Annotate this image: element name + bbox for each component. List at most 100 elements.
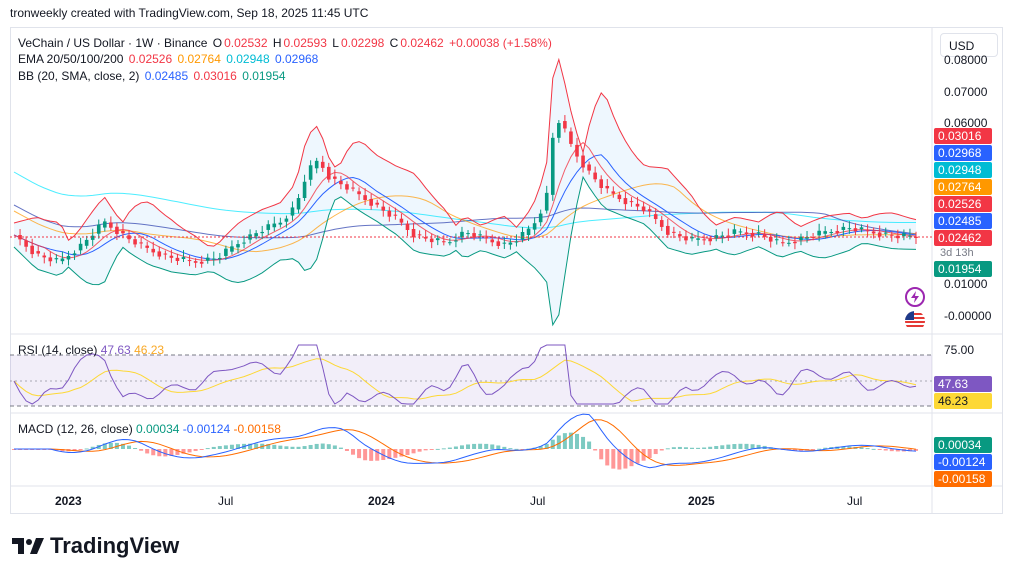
candle-body (835, 231, 840, 233)
ema20-value: 0.02526 (128, 52, 173, 66)
candle-body (708, 238, 712, 242)
candle-body (423, 237, 428, 239)
candle-body (774, 239, 779, 241)
candle-body (302, 181, 307, 199)
macd-hist-bar (702, 447, 707, 449)
lightning-icon[interactable] (905, 287, 925, 307)
ema-legend[interactable]: EMA 20/50/100/200 0.02526 0.02764 0.0294… (18, 52, 320, 66)
macd-hist-bar (914, 449, 918, 451)
tradingview-logo: TradingView (12, 533, 179, 559)
macd-hist-bar (217, 446, 222, 449)
candle-body (472, 233, 476, 238)
rsi-level-label: 75.00 (944, 343, 975, 357)
macd-hist-bar (151, 449, 156, 456)
price-tag-ema200: 0.02968 (934, 145, 992, 161)
macd-hist-bar (617, 449, 622, 470)
macd-hist-bar (520, 449, 525, 450)
candle-body (133, 239, 137, 245)
macd-hist-bar (581, 436, 586, 449)
candle-body (333, 176, 337, 179)
currency-button[interactable]: USD (940, 33, 998, 57)
candle-body (236, 244, 240, 248)
macd-hist-bar (726, 444, 731, 449)
time-axis-label: 2025 (688, 494, 715, 508)
macd-hist-bar (405, 449, 410, 455)
high-label: H (272, 36, 282, 50)
candle-body (363, 195, 367, 200)
macd-hist-bar (865, 448, 870, 450)
candle-body (684, 236, 688, 241)
candle-body (726, 235, 731, 237)
candle-body (762, 234, 767, 237)
candle-body (720, 235, 725, 238)
price-tag-ema100: 0.02948 (934, 162, 992, 178)
candle-body (617, 194, 622, 200)
macd-hist-bar (611, 449, 616, 469)
brand-name: TradingView (50, 533, 180, 558)
bb-lower-line (13, 175, 917, 327)
macd-hist-bar (235, 444, 240, 449)
candle-body (484, 237, 488, 239)
low-value: 0.02298 (340, 36, 385, 50)
candle-body (889, 234, 894, 236)
macd-hist-bar (859, 447, 864, 449)
candle-body (550, 137, 555, 195)
macd-hist-bar (84, 448, 89, 450)
candle-body (205, 257, 210, 261)
macd-hist-bar (387, 449, 392, 459)
candle-body (96, 224, 101, 234)
price-tag-bb-basis: 0.02485 (934, 213, 992, 229)
symbol-legend[interactable]: VeChain / US Dollar · 1W · Binance O 0.02… (18, 36, 554, 50)
macd-hist-bar (441, 448, 446, 450)
bb-legend-name: BB (20, SMA, close, 2) (18, 69, 140, 83)
candle-body (799, 236, 803, 241)
price-axis-label: 0.06000 (944, 116, 988, 130)
macd-hist-bar (187, 449, 192, 453)
price-axis-label: 0.07000 (944, 85, 988, 99)
macd-hist-bar (599, 449, 604, 460)
rsi-value: 47.63 (100, 343, 131, 357)
macd-hist-tag: 0.00034 (934, 437, 992, 453)
candle-body (429, 238, 434, 243)
macd-hist-bar (889, 449, 894, 452)
candle-body (90, 235, 95, 240)
candle-body (381, 206, 386, 211)
macd-hist-bar (417, 449, 422, 452)
candle-body (787, 242, 791, 244)
chart-frame[interactable] (10, 27, 1003, 514)
macd-legend[interactable]: MACD (12, 26, close) 0.00034 -0.00124 -0… (18, 422, 281, 436)
candle-body (490, 239, 495, 243)
candle-body (393, 214, 398, 216)
candle-body (175, 257, 180, 261)
candle-body (139, 242, 143, 244)
macd-hist-bar (574, 433, 579, 449)
candle-body (496, 241, 501, 246)
candle-body (387, 210, 392, 217)
macd-hist-bar (272, 444, 277, 449)
time-axis-label: Jul (218, 494, 234, 508)
macd-hist-bar (907, 449, 912, 452)
bb-legend[interactable]: BB (20, SMA, close, 2) 0.02485 0.03016 0… (18, 69, 288, 83)
candle-body (320, 161, 325, 168)
macd-hist-bar (278, 445, 283, 449)
us-flag-icon[interactable] (905, 311, 925, 331)
macd-hist-bar (744, 443, 749, 449)
macd-signal-tag: -0.00158 (934, 471, 992, 487)
price-tag-bb-lower: 0.01954 (934, 261, 992, 277)
macd-hist-bar (738, 443, 743, 449)
high-value: 0.02593 (283, 36, 327, 50)
macd-hist-bar (423, 449, 428, 451)
macd-hist-bar (665, 448, 670, 450)
macd-hist-bar (798, 449, 803, 451)
candle-body (768, 236, 773, 242)
candle-body (502, 242, 507, 244)
macd-hist-bar (514, 448, 519, 450)
rsi-legend[interactable]: RSI (14, close) 47.63 46.23 (18, 343, 164, 357)
candle-body (508, 242, 513, 245)
macd-hist-bar (205, 448, 210, 450)
candle-body (829, 232, 834, 234)
macd-hist-bar (163, 449, 168, 457)
macd-hist-bar (502, 446, 507, 449)
candle-body (853, 228, 858, 232)
